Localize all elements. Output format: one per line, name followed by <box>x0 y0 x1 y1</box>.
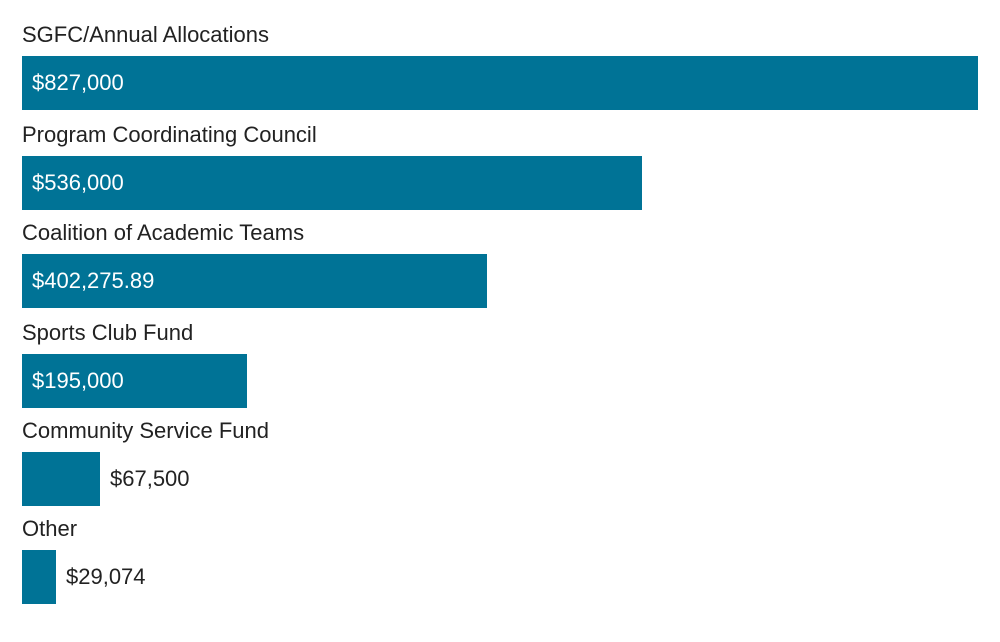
category-label: Other <box>22 516 78 541</box>
bar <box>22 452 100 506</box>
bar <box>22 56 978 110</box>
bar-row: Coalition of Academic Teams $402,275.89 <box>22 220 992 318</box>
category-label: Sports Club Fund <box>22 320 194 345</box>
value-label: $67,500 <box>110 466 190 491</box>
bar <box>22 354 247 408</box>
bar-row: Other $29,074 <box>22 516 992 614</box>
value-label: $29,074 <box>66 564 146 589</box>
value-label: $402,275.89 <box>32 268 155 293</box>
bar-row: Program Coordinating Council $536,000 <box>22 122 992 220</box>
category-label: Coalition of Academic Teams <box>22 220 305 245</box>
bar-row: SGFC/Annual Allocations $827,000 <box>22 22 992 120</box>
value-label: $827,000 <box>32 70 124 95</box>
bar <box>22 156 642 210</box>
category-label: Program Coordinating Council <box>22 122 317 147</box>
value-label: $195,000 <box>32 368 124 393</box>
bar <box>22 254 487 308</box>
category-label: SGFC/Annual Allocations <box>22 22 270 47</box>
bar <box>22 550 56 604</box>
bar-row: Sports Club Fund $195,000 <box>22 320 992 418</box>
bar-row: Community Service Fund $67,500 <box>22 418 992 516</box>
value-label: $536,000 <box>32 170 124 195</box>
category-label: Community Service Fund <box>22 418 269 443</box>
